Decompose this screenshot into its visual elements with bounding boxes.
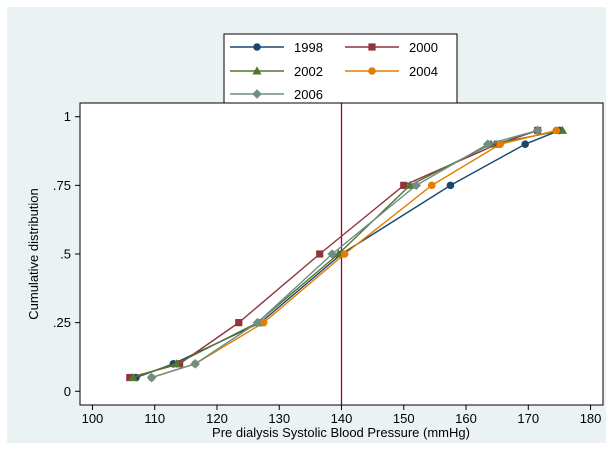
- x-tick-label: 170: [517, 411, 539, 426]
- data-point: [171, 359, 182, 368]
- data-point: [259, 318, 268, 327]
- data-point: [532, 125, 543, 136]
- y-tick-label: .25: [53, 315, 71, 330]
- data-point: [400, 181, 408, 189]
- data-point: [427, 181, 436, 190]
- y-axis: 0 .25 .5 .75 1: [53, 109, 80, 399]
- x-tick-label: 160: [455, 411, 477, 426]
- legend-marker: [368, 43, 376, 51]
- data-point: [126, 373, 134, 382]
- data-point: [446, 181, 455, 190]
- data-point: [521, 140, 529, 148]
- x-tick-label: 150: [393, 411, 415, 426]
- data-point: [496, 140, 505, 148]
- x-axis: 100 110 120 130 140 150 160 170 180: [82, 405, 602, 426]
- series-layer: [126, 125, 568, 383]
- legend-items: 1998 2000 2002 2004 2006: [230, 40, 438, 102]
- data-point: [146, 372, 157, 383]
- x-tick-label: 130: [268, 411, 290, 426]
- data-point: [252, 317, 263, 328]
- y-axis-label: Cumulative distribution: [26, 188, 41, 320]
- series-2006: [146, 125, 543, 383]
- data-point: [316, 250, 324, 258]
- data-point: [176, 360, 184, 368]
- data-point: [235, 319, 243, 327]
- data-point: [340, 250, 349, 258]
- y-tick-label: .75: [53, 178, 71, 193]
- x-tick-label: 100: [82, 411, 104, 426]
- legend-marker: [252, 66, 262, 75]
- x-tick-label: 180: [580, 411, 602, 426]
- legend-label: 2004: [409, 64, 438, 79]
- legend-item-1998: 1998: [230, 40, 323, 55]
- data-point: [333, 249, 343, 258]
- data-point: [190, 359, 200, 369]
- legend: 1998 2000 2002 2004 2006: [223, 33, 458, 104]
- data-point: [128, 372, 138, 381]
- legend-marker: [252, 89, 262, 99]
- legend-label: 2002: [294, 64, 323, 79]
- data-point: [552, 126, 561, 135]
- data-point: [483, 139, 493, 149]
- x-axis-label: Pre dialysis Systolic Blood Pressure (mm…: [212, 425, 470, 440]
- x-tick-label: 110: [144, 411, 165, 426]
- legend-box: [223, 33, 458, 104]
- data-point: [557, 125, 568, 134]
- y-tick-label: 0: [64, 384, 71, 399]
- legend-label: 2006: [294, 87, 323, 102]
- x-tick-label: 140: [331, 411, 353, 426]
- data-point: [405, 180, 415, 189]
- x-tick-label: 120: [206, 411, 228, 426]
- data-point: [411, 180, 422, 191]
- legend-label: 1998: [294, 40, 323, 55]
- legend-marker: [368, 67, 376, 75]
- legend-item-2006: 2006: [230, 87, 323, 102]
- data-point: [327, 249, 337, 259]
- y-tick-label: 1: [64, 109, 71, 124]
- legend-label: 2000: [409, 40, 438, 55]
- legend-item-2002: 2002: [230, 64, 323, 79]
- legend-item-2004: 2004: [345, 64, 438, 79]
- y-tick-label: .5: [60, 247, 71, 262]
- legend-marker: [253, 43, 261, 51]
- legend-item-2000: 2000: [345, 40, 438, 55]
